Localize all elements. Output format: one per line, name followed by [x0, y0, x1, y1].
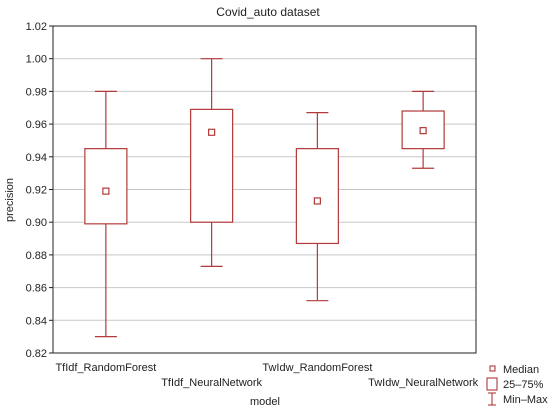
- x-tick-label: TwIdw_NeuralNetwork: [368, 377, 479, 389]
- y-tick-label: 0.90: [26, 217, 47, 229]
- box-3: [295, 112, 339, 302]
- x-tick-label: TfIdf_NeuralNetwork: [161, 377, 262, 389]
- median-marker: [313, 197, 321, 205]
- legend-label: Min–Max: [503, 394, 548, 406]
- y-tick-label: 0.98: [26, 86, 47, 98]
- y-tick-label: 0.92: [26, 185, 47, 197]
- legend-label: 25–75%: [503, 379, 544, 391]
- y-tick-label: 0.94: [26, 152, 47, 164]
- y-tick-label: 1.00: [26, 54, 47, 66]
- legend-item-whisker: Min–Max: [488, 392, 548, 406]
- median-marker: [208, 128, 216, 136]
- x-axis-tick-labels: TfIdf_RandomForestTfIdf_NeuralNetworkTwI…: [55, 362, 478, 389]
- median-marker: [419, 127, 427, 135]
- box-series: [84, 58, 445, 338]
- legend: Median 25–75% Min–Max: [486, 364, 548, 406]
- legend-item-box: 25–75%: [486, 377, 544, 391]
- y-tick-label: 0.96: [26, 119, 47, 131]
- y-tick-label: 0.86: [26, 283, 47, 295]
- box-1: [84, 90, 128, 338]
- x-axis-label: model: [250, 396, 280, 408]
- y-tick-label: 0.88: [26, 250, 47, 262]
- iqr-box: [190, 108, 234, 223]
- x-tick-label: TfIdf_RandomForest: [55, 362, 156, 374]
- x-tick-label: TwIdw_RandomForest: [262, 362, 372, 374]
- y-axis-ticks: 0.82 0.84 0.86 0.88 0.90 0.92 0.94 0.96 0.98 1.00…: [26, 21, 53, 360]
- legend-item-median: Median: [489, 364, 539, 376]
- y-tick-label: 1.02: [26, 21, 47, 33]
- box-4: [401, 90, 445, 169]
- median-marker: [102, 187, 110, 195]
- box-2: [190, 58, 234, 267]
- iqr-box: [295, 148, 339, 245]
- iqr-box: [84, 148, 128, 225]
- y-tick-label: 0.84: [26, 315, 47, 327]
- plot-frame: [52, 25, 477, 354]
- legend-median-swatch: [489, 365, 496, 372]
- y-axis-label: precision: [4, 178, 16, 222]
- y-tick-label: 0.82: [26, 348, 47, 360]
- legend-label: Median: [503, 364, 539, 376]
- legend-box-swatch: [486, 377, 498, 391]
- chart-title: Covid_auto dataset: [216, 5, 320, 19]
